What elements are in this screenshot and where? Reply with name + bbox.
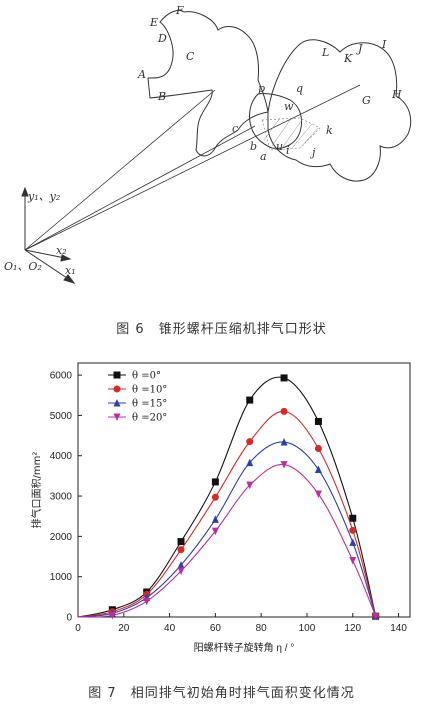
data-point <box>177 546 185 554</box>
point-label-F: F <box>175 4 184 17</box>
data-point <box>349 526 357 534</box>
point-label-D: D <box>157 32 167 45</box>
series-line-2 <box>77 441 377 618</box>
data-point <box>372 612 380 621</box>
data-point <box>211 515 219 523</box>
data-point <box>280 374 288 382</box>
y-tick-label: 1000 <box>50 572 73 583</box>
point-label-a: a <box>260 150 267 163</box>
data-point <box>349 514 357 522</box>
legend-marker <box>113 413 121 421</box>
series-line-0 <box>77 376 377 618</box>
legend-label: θ =10° <box>132 385 167 396</box>
data-point <box>280 438 288 446</box>
coordinate-axes <box>21 186 76 284</box>
data-point <box>349 538 357 546</box>
legend-label: θ =15° <box>132 399 167 410</box>
data-point <box>314 490 322 499</box>
area-line-chart: 0 1000 2000 3000 4000 5000 6000 0 20 40 60 80 100 120… <box>30 362 411 654</box>
discharge-port-outline <box>249 93 303 149</box>
x-tick-label: 120 <box>344 623 361 634</box>
figure-7-chart: 0 1000 2000 3000 4000 5000 6000 0 20 40 60 80 100 120… <box>0 345 443 660</box>
x-tick-label: 0 <box>75 623 81 634</box>
legend-marker <box>113 385 121 393</box>
data-point <box>246 396 254 404</box>
y-tick-label: 5000 <box>50 411 73 422</box>
y-tick-label: 2000 <box>50 532 73 543</box>
point-label-k: k <box>326 124 333 137</box>
data-point <box>211 527 219 536</box>
x-tick-label: 80 <box>256 623 268 634</box>
point-label-B: B <box>157 90 166 103</box>
ray-lines <box>24 84 361 251</box>
data-point <box>246 458 254 467</box>
y-axis-label: y₁、y₂ <box>27 190 60 203</box>
data-point <box>211 493 219 501</box>
data-point <box>108 611 116 620</box>
point-label-w: w <box>284 100 294 113</box>
point-label-i: i <box>286 144 290 157</box>
figure-7-caption: 图 7 相同排气初始角时排气面积变化情况 <box>88 686 355 701</box>
x1-axis-label: x₁ <box>65 264 76 277</box>
y-tick-label: 4000 <box>50 451 73 462</box>
point-label-J: J <box>356 42 363 55</box>
point-label-c: c <box>232 122 238 135</box>
x-tick-label: 60 <box>210 623 222 634</box>
point-label-u: u <box>276 140 283 153</box>
point-label-q: q <box>296 82 303 95</box>
data-point <box>143 597 151 606</box>
legend-marker <box>113 371 121 379</box>
legend-label: θ =20° <box>132 413 167 424</box>
data-point <box>211 478 219 486</box>
female-rotor-outline <box>147 9 269 157</box>
point-label-L: L <box>321 46 329 59</box>
point-label-H: H <box>391 88 402 101</box>
point-label-b: b <box>250 140 257 153</box>
data-point <box>349 557 357 565</box>
point-label-C: C <box>186 50 195 63</box>
data-point <box>280 461 288 469</box>
hatch-lines <box>263 117 319 149</box>
data-point <box>314 444 322 452</box>
x2-axis-label: x₂ <box>56 244 67 257</box>
legend-marker <box>113 399 121 407</box>
x-tick-label: 40 <box>164 623 176 634</box>
data-point <box>246 438 254 446</box>
point-label-j: j <box>309 146 316 159</box>
x-tick-label: 140 <box>390 623 407 634</box>
point-label-A: A <box>137 68 146 81</box>
x-axis-title: 阳螺杆转子旋转角 η / ° <box>194 641 295 654</box>
origin-label: O₁、O₂ <box>4 260 42 273</box>
y-tick-label: 3000 <box>50 492 73 503</box>
y-axis-title: 排气口面积/mm² <box>30 452 43 529</box>
data-point <box>314 417 322 425</box>
data-point <box>177 538 185 546</box>
series-line-3 <box>77 464 377 618</box>
data-point <box>177 567 185 576</box>
data-point <box>177 560 185 569</box>
point-label-p: p <box>258 82 265 95</box>
x-tick-label: 20 <box>118 623 130 634</box>
point-label-E: E <box>149 16 158 29</box>
y-tick-label: 0 <box>66 613 72 624</box>
data-point <box>314 465 322 473</box>
figure-6-caption: 图 6 锥形螺杆压缩机排气口形状 <box>116 322 327 337</box>
point-label-K: K <box>343 52 353 65</box>
data-point <box>280 407 288 415</box>
plot-frame <box>77 362 411 618</box>
point-label-I: I <box>381 38 387 51</box>
legend-label: θ =0° <box>132 371 161 382</box>
y-tick-label: 6000 <box>50 371 73 382</box>
point-label-G: G <box>362 94 371 107</box>
x-tick-label: 100 <box>299 623 316 634</box>
series-line-1 <box>77 410 377 618</box>
male-rotor-outline <box>267 39 412 182</box>
data-point <box>246 481 254 490</box>
